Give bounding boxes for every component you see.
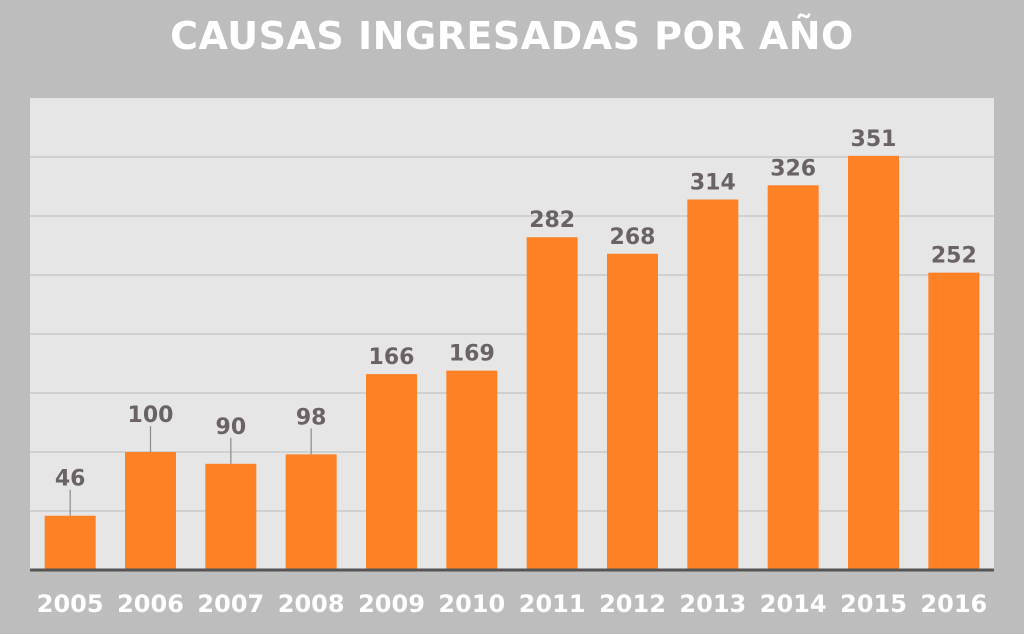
value-label-2007: 90 <box>216 415 247 440</box>
category-label-2012: 2012 <box>599 590 666 618</box>
gridlines <box>30 156 994 512</box>
value-label-2005: 46 <box>55 467 86 492</box>
category-label-2007: 2007 <box>197 590 264 618</box>
category-label-2005: 2005 <box>37 590 104 618</box>
category-label-2008: 2008 <box>278 590 345 618</box>
bars <box>44 155 980 571</box>
bar-2005 <box>44 515 96 570</box>
category-label-2016: 2016 <box>920 590 987 618</box>
bar-2016 <box>928 272 980 570</box>
category-labels: 2005 2006 2007 2008 2009 2010 2011 2012 2013 2014… <box>37 590 987 618</box>
value-label-2006: 100 <box>128 403 174 428</box>
bar-2010 <box>446 370 498 570</box>
bar-2015 <box>848 155 899 570</box>
chart-title: CAUSAS INGRESADAS POR AÑO <box>170 14 854 58</box>
value-label-2010: 169 <box>449 342 495 367</box>
category-label-2013: 2013 <box>679 590 746 618</box>
bar-2008 <box>285 454 337 570</box>
category-label-2015: 2015 <box>840 590 907 618</box>
value-label-2014: 326 <box>770 156 816 181</box>
value-label-2015: 351 <box>851 127 897 152</box>
value-label-2011: 282 <box>529 208 575 233</box>
value-label-2009: 166 <box>369 345 415 370</box>
bar-2014 <box>767 185 819 570</box>
value-label-2013: 314 <box>690 170 736 195</box>
leader-lines <box>69 426 312 516</box>
bar-2012 <box>607 253 658 570</box>
value-labels: 46 100 90 98 166 169 282 268 314 326 351 252 <box>55 127 977 492</box>
category-label-2010: 2010 <box>438 590 505 618</box>
bar-2007 <box>205 463 257 570</box>
category-label-2011: 2011 <box>519 590 586 618</box>
category-label-2006: 2006 <box>117 590 184 618</box>
bar-2006 <box>125 452 176 570</box>
bar-2011 <box>526 237 578 571</box>
category-label-2014: 2014 <box>760 590 827 618</box>
bar-2013 <box>687 199 739 571</box>
category-label-2009: 2009 <box>358 590 425 618</box>
value-label-2016: 252 <box>931 244 977 269</box>
value-label-2012: 268 <box>610 225 656 250</box>
value-label-2008: 98 <box>296 405 327 430</box>
bar-2009 <box>366 374 417 570</box>
